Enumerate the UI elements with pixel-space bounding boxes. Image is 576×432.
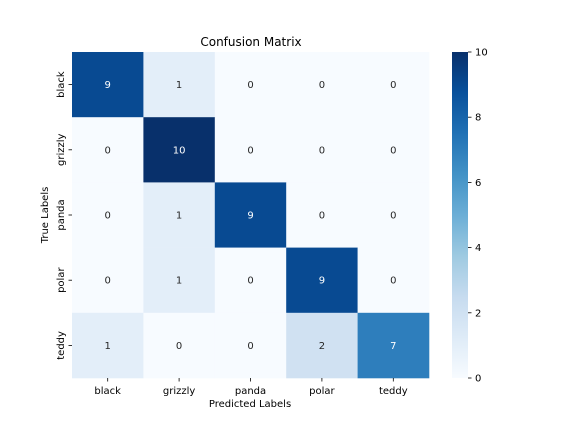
heatmap-cell bbox=[143, 182, 216, 248]
colorbar-tick-label: 2 bbox=[475, 308, 481, 319]
y-tick-label: polar bbox=[56, 267, 67, 293]
chart-title: Confusion Matrix bbox=[200, 35, 301, 49]
heatmap-cell bbox=[72, 312, 144, 379]
x-tick-label: grizzly bbox=[163, 386, 196, 397]
cell-value-label: 0 bbox=[247, 341, 253, 352]
cell-value-label: 0 bbox=[176, 341, 182, 352]
y-tick-label: panda bbox=[56, 199, 67, 230]
heatmap-cell bbox=[357, 182, 430, 248]
heatmap-cell bbox=[286, 182, 358, 248]
x-tick-label: teddy bbox=[379, 386, 408, 397]
heatmap-cell bbox=[214, 182, 287, 248]
cell-value-label: 9 bbox=[319, 276, 325, 287]
cell-value-label: 1 bbox=[176, 80, 182, 91]
colorbar bbox=[452, 52, 468, 378]
heatmap-cell bbox=[72, 182, 144, 248]
y-tick-label: black bbox=[56, 71, 67, 98]
heatmap-cell bbox=[286, 52, 358, 118]
heatmap-cell bbox=[214, 52, 287, 118]
heatmap-cell bbox=[214, 117, 287, 183]
heatmap-cell bbox=[72, 52, 144, 118]
y-tick-label: teddy bbox=[56, 331, 67, 360]
colorbar-tick-label: 4 bbox=[475, 243, 481, 254]
cell-value-label: 0 bbox=[390, 276, 396, 287]
colorbar-tick-label: 10 bbox=[475, 48, 488, 59]
cell-value-label: 0 bbox=[105, 145, 111, 156]
heatmap-cell-labels: 9 1 0 0 00 10 0 0 00 1 9 0 00 1 0 9 01 0 0 2 7 bbox=[105, 80, 397, 352]
cell-value-label: 0 bbox=[247, 145, 253, 156]
cell-value-label: 0 bbox=[105, 276, 111, 287]
x-tick-label: panda bbox=[235, 386, 266, 397]
heatmap-cell bbox=[72, 117, 144, 183]
cell-value-label: 1 bbox=[176, 211, 182, 222]
heatmap-cell bbox=[143, 247, 216, 314]
heatmap-cell bbox=[286, 247, 358, 314]
y-axis-label: True Labels bbox=[40, 187, 51, 245]
cell-value-label: 7 bbox=[390, 341, 396, 352]
heatmap-cell bbox=[357, 247, 430, 314]
x-axis-ticks: black grizzly panda polar teddy bbox=[94, 378, 408, 397]
cell-value-label: 0 bbox=[105, 211, 111, 222]
heatmap-cell bbox=[72, 247, 144, 314]
cell-value-label: 1 bbox=[176, 276, 182, 287]
cell-value-label: 0 bbox=[319, 211, 325, 222]
cell-value-label: 0 bbox=[390, 145, 396, 156]
heatmap-cell bbox=[357, 312, 430, 379]
x-tick-label: black bbox=[94, 386, 121, 397]
heatmap-cell bbox=[357, 117, 430, 183]
heatmap-cell bbox=[214, 247, 287, 314]
cell-value-label: 0 bbox=[319, 80, 325, 91]
cell-value-label: 0 bbox=[247, 80, 253, 91]
cell-value-label: 1 bbox=[105, 341, 111, 352]
y-axis-ticks: black grizzly panda polar teddy bbox=[56, 71, 72, 360]
heatmap-cell bbox=[286, 312, 358, 379]
cell-value-label: 9 bbox=[105, 80, 111, 91]
heatmap-cell bbox=[286, 117, 358, 183]
colorbar-tick-label: 0 bbox=[475, 374, 481, 385]
x-tick-label: polar bbox=[309, 386, 335, 397]
cell-value-label: 2 bbox=[319, 341, 325, 352]
cell-value-label: 0 bbox=[247, 276, 253, 287]
heatmap-cell bbox=[143, 117, 216, 183]
heatmap-cell bbox=[357, 52, 430, 118]
heatmap-cell bbox=[143, 312, 216, 379]
cell-value-label: 0 bbox=[390, 211, 396, 222]
heatmap-cell bbox=[143, 52, 216, 118]
heatmap-cells bbox=[72, 52, 430, 379]
heatmap-cell bbox=[214, 312, 287, 379]
colorbar-ticks: 0 2 4 6 8 10 bbox=[468, 48, 488, 385]
cell-value-label: 10 bbox=[173, 145, 186, 156]
cell-value-label: 9 bbox=[247, 211, 253, 222]
y-tick-label: grizzly bbox=[56, 134, 67, 167]
x-axis-label: Predicted Labels bbox=[209, 399, 291, 410]
colorbar-tick-label: 6 bbox=[475, 178, 481, 189]
cell-value-label: 0 bbox=[390, 80, 396, 91]
cell-value-label: 0 bbox=[319, 145, 325, 156]
colorbar-tick-label: 8 bbox=[475, 113, 481, 124]
